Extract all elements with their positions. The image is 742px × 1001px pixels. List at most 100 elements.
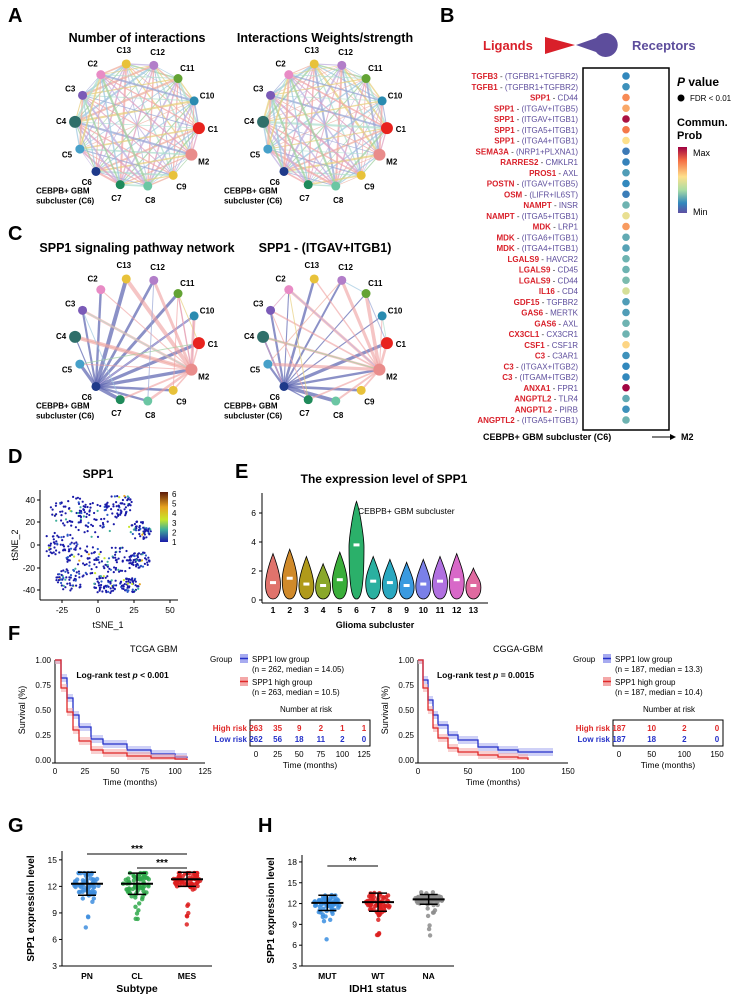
network-edge (288, 74, 380, 156)
tsne-cell (52, 538, 55, 541)
km-curve (418, 659, 529, 760)
km-risk-low-count: 56 (273, 735, 282, 744)
tsne-cell (115, 505, 118, 508)
tsne-cell (69, 574, 73, 577)
tsne-cell (102, 575, 105, 578)
network-node-label: M2 (386, 157, 398, 166)
network-cluster-label: CEBPB+ GBM (224, 186, 278, 195)
dotplot-point (432, 908, 438, 913)
tsne-cell (64, 518, 68, 521)
tsne-cell (137, 552, 141, 555)
network-edge (94, 289, 103, 387)
tsne-cell (123, 494, 126, 498)
tsne-ytick-label: 40 (26, 495, 36, 505)
pair-separator: - (555, 287, 562, 296)
tsne-cell (89, 506, 92, 509)
network-node (380, 337, 393, 350)
tsne-cell (109, 568, 112, 571)
receptor-name: (TGFBR1+TGFBR2) (505, 83, 578, 92)
tsne-ytick-label: 20 (26, 517, 36, 527)
network-edge (269, 94, 362, 177)
tsne-cell (131, 588, 134, 591)
network-edge (266, 95, 272, 150)
tsne-cell (127, 580, 130, 583)
tsne-cell (81, 575, 84, 578)
tsne-cell (98, 577, 101, 580)
violin-annotation: CEBPB+ GBM subcluster (358, 506, 455, 516)
dotplot-ytick-label: 15 (48, 855, 58, 865)
tsne-cell (62, 522, 65, 525)
network-node-label: M2 (386, 372, 398, 381)
pair-separator: - (556, 319, 563, 328)
tsne-cell (115, 501, 118, 504)
tsne-cell (68, 519, 71, 523)
tsne-cell (100, 518, 103, 521)
dotplot-xtick-label: WT (371, 971, 385, 981)
dotplot-ytick-label: 3 (292, 961, 297, 971)
network-node-label: C3 (65, 85, 76, 94)
network-edge (283, 385, 309, 401)
tsne-scale-label: 1 (172, 538, 177, 547)
ligands-label: Ligands (483, 38, 533, 53)
network-node-label: C13 (116, 46, 131, 55)
tsne-cell (52, 551, 55, 554)
network-node (75, 144, 85, 154)
km-risk-low-count: 0 (362, 735, 367, 744)
tsne-cell (125, 580, 128, 583)
network-edge (283, 368, 380, 388)
network-edge (283, 171, 336, 187)
tsne-cell (68, 578, 71, 581)
network-edge (100, 74, 121, 185)
network-edge (120, 174, 174, 186)
bubble-dot (622, 147, 630, 156)
tsne-cell (75, 584, 78, 587)
network-edge (125, 63, 192, 156)
network-edge (74, 120, 192, 156)
receptor-name: CD44 (558, 276, 579, 285)
tsne-cell (125, 549, 128, 553)
network-edge (283, 170, 309, 186)
tsne-cell (104, 589, 108, 592)
dotplot-point (430, 890, 436, 895)
network-node (173, 74, 183, 84)
network-edge (341, 279, 367, 294)
tsne-cell (106, 564, 109, 567)
network-edge (262, 336, 380, 371)
violin-shape (432, 555, 448, 600)
network-edge (313, 278, 381, 371)
network-node-label: C11 (368, 64, 383, 73)
network-edge (365, 293, 388, 344)
dotplot-ytick-label: 18 (288, 857, 298, 867)
tsne-cell (130, 563, 134, 566)
ligand-name: TGFB1 (472, 83, 499, 92)
dotplot-xtick-label: MUT (318, 971, 337, 981)
violin-median (403, 584, 410, 587)
tsne-cell (125, 577, 128, 581)
tsne-cell (84, 503, 87, 506)
receptor-name: TGFBR2 (546, 298, 578, 307)
network-cluster-label: subcluster (C6) (36, 196, 95, 205)
tsne-cell (82, 515, 85, 518)
tsne-cell (68, 548, 71, 551)
network-edge (267, 148, 285, 172)
receptor-name: TLR4 (558, 395, 578, 404)
tsne-cell (105, 506, 108, 509)
network-node (331, 396, 341, 406)
tsne-cell (124, 570, 127, 573)
network-node-label: C4 (244, 332, 255, 341)
bubble-dot (622, 168, 630, 177)
dotplot-point (330, 911, 335, 916)
violin-median (320, 584, 327, 587)
network-node (309, 59, 319, 69)
network-edge (360, 100, 383, 176)
tsne-cell (131, 582, 134, 586)
km-risk-tick: 75 (316, 750, 325, 759)
tsne-cell (72, 495, 75, 498)
tsne-cell (93, 563, 96, 566)
km-ytick-label: 0.00 (35, 756, 51, 765)
network-edge (267, 148, 362, 176)
tsne-cell (57, 579, 61, 582)
network-edge (270, 310, 309, 400)
ligand-name: LGALS9 (519, 276, 551, 285)
network-edge (288, 289, 309, 400)
